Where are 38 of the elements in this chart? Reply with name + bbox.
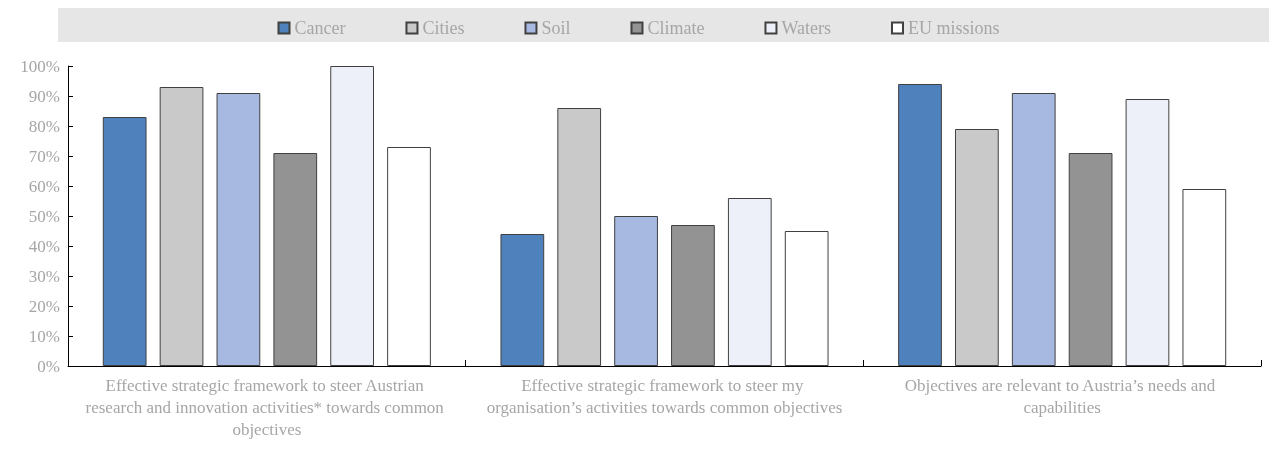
- x-tick-label: Effective strategic framework to steer my organisation’s activities towards common objectives: [486, 375, 843, 417]
- y-tick-label: 0%: [37, 356, 60, 376]
- bar: [1068, 153, 1113, 366]
- y-tick-label: 20%: [28, 296, 60, 316]
- bar: [1011, 93, 1056, 366]
- y-tick-label: 90%: [28, 86, 60, 106]
- legend-label: EU missions: [907, 18, 1000, 38]
- bar: [784, 231, 829, 366]
- bar: [216, 93, 261, 366]
- bar: [387, 147, 431, 366]
- y-tick-label: 10%: [28, 326, 60, 346]
- bar: [273, 153, 318, 366]
- bar: [1125, 99, 1170, 366]
- y-tick-label: 100%: [20, 56, 60, 76]
- y-tick-label: 70%: [28, 146, 60, 166]
- y-tick-label: 50%: [28, 206, 60, 226]
- bar: [1182, 189, 1227, 366]
- legend-label: Cities: [422, 18, 465, 38]
- bar: [557, 108, 602, 366]
- legend-label: Cancer: [294, 18, 346, 38]
- bar: [159, 87, 204, 366]
- y-tick-label: 80%: [28, 116, 60, 136]
- x-tick-label: Effective strategic framework to steer Austrian research and innovation activities* towards common objectives: [85, 375, 449, 439]
- bar: [898, 84, 942, 366]
- bar: [500, 234, 545, 366]
- legend-label: Climate: [647, 18, 705, 38]
- bar: [727, 198, 772, 366]
- y-tick-label: 30%: [28, 266, 60, 286]
- bar: [671, 225, 715, 366]
- x-tick-label: Objectives are relevant to Austria’s needs and capabilities: [904, 375, 1220, 417]
- legend-label: Soil: [541, 18, 571, 38]
- bar: [955, 129, 999, 366]
- y-tick-label: 60%: [28, 176, 60, 196]
- legend-label: Waters: [781, 18, 831, 38]
- bar: [614, 216, 658, 366]
- bar: [102, 117, 147, 366]
- bar: [330, 66, 374, 366]
- y-tick-label: 40%: [28, 236, 60, 256]
